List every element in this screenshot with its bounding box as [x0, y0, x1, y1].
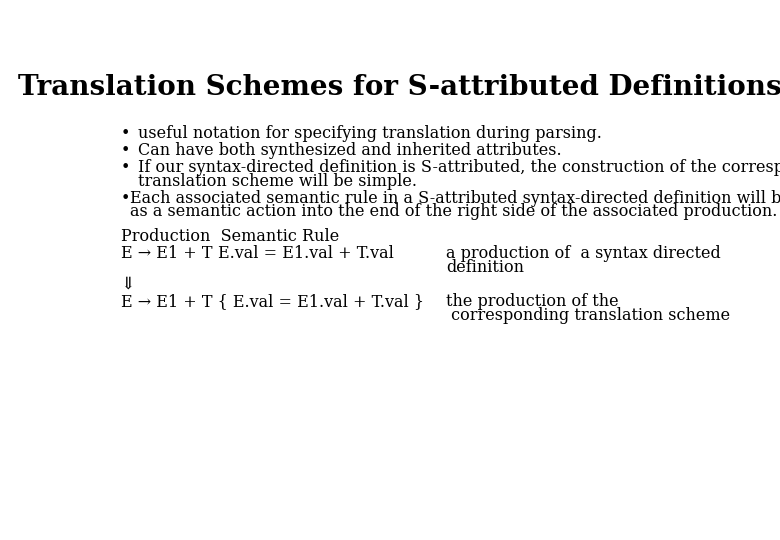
Text: E → E1 + T { E.val = E1.val + T.val }: E → E1 + T { E.val = E1.val + T.val }: [121, 293, 424, 310]
Text: •: •: [121, 125, 130, 142]
Text: ⇓: ⇓: [121, 276, 135, 293]
Text: •: •: [121, 190, 130, 206]
Text: the production of the: the production of the: [446, 293, 619, 310]
Text: Translation Schemes for S-attributed Definitions: Translation Schemes for S-attributed Def…: [18, 74, 780, 101]
Text: Can have both synthesized and inherited attributes.: Can have both synthesized and inherited …: [138, 142, 562, 159]
Text: definition: definition: [446, 259, 524, 276]
Text: E → E1 + T: E → E1 + T: [121, 245, 212, 262]
Text: corresponding translation scheme: corresponding translation scheme: [446, 307, 730, 323]
Text: Each associated semantic rule in a S-attributed syntax-directed definition will : Each associated semantic rule in a S-att…: [130, 190, 780, 206]
Text: •: •: [121, 142, 130, 159]
Text: If our syntax-directed definition is S-attributed, the construction of the corre: If our syntax-directed definition is S-a…: [138, 159, 780, 176]
Text: useful notation for specifying translation during parsing.: useful notation for specifying translati…: [138, 125, 601, 142]
Text: E.val = E1.val + T.val: E.val = E1.val + T.val: [218, 245, 393, 262]
Text: Production  Semantic Rule: Production Semantic Rule: [121, 228, 339, 245]
Text: a production of  a syntax directed: a production of a syntax directed: [446, 245, 721, 262]
Text: translation scheme will be simple.: translation scheme will be simple.: [138, 173, 417, 190]
Text: as a semantic action into the end of the right side of the associated production: as a semantic action into the end of the…: [130, 204, 778, 220]
Text: •: •: [121, 159, 130, 176]
